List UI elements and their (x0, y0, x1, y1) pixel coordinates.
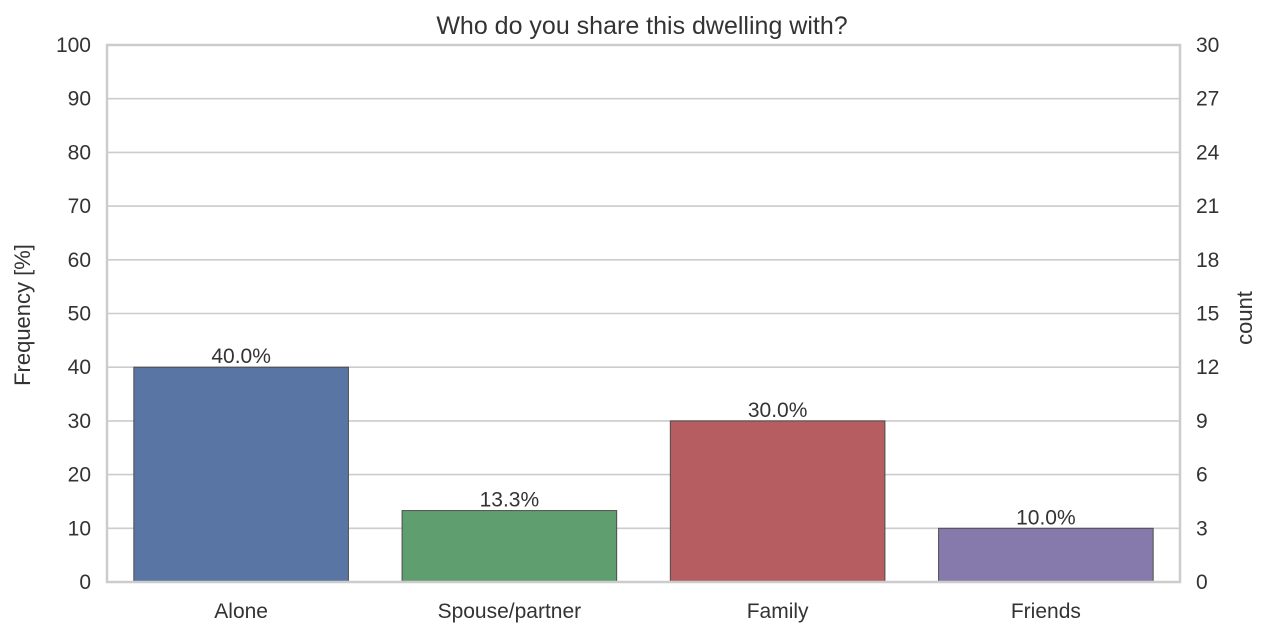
bar-value-labels: 40.0% 13.3% 30.0% 10.0% (211, 345, 1075, 529)
y-tick-label: 80 (68, 141, 91, 164)
y2-tick-label: 21 (1196, 195, 1219, 218)
x-tick-label: Alone (214, 600, 268, 623)
y-tick-label: 30 (68, 410, 91, 433)
bar-value-label: 10.0% (1016, 506, 1076, 529)
bar (401, 510, 618, 583)
plot-border (105, 43, 1182, 584)
y-tick-label: 50 (68, 303, 91, 326)
bars (133, 366, 1154, 583)
y-tick-label: 100 (56, 34, 91, 57)
y-axis-label: Frequency [%] (10, 244, 35, 386)
bar-value-label: 40.0% (211, 345, 271, 368)
x-tick-label: Friends (1011, 600, 1081, 623)
x-axis-ticks: Alone Spouse/partner Family Friends (214, 600, 1081, 623)
chart-title: Who do you share this dwelling with? (436, 12, 847, 40)
y-tick-label: 60 (68, 249, 91, 272)
bar-value-label: 30.0% (748, 399, 808, 422)
bar (133, 366, 349, 583)
y2-tick-label: 15 (1196, 303, 1219, 326)
y2-tick-label: 9 (1196, 410, 1208, 433)
y2-tick-label: 27 (1196, 88, 1219, 111)
y2-axis-label: count (1232, 291, 1257, 345)
y2-tick-label: 24 (1196, 141, 1220, 164)
bar (938, 527, 1154, 583)
x-tick-label: Spouse/partner (438, 600, 582, 623)
bar-value-label: 13.3% (480, 489, 540, 512)
y-tick-label: 40 (68, 356, 91, 379)
plot-frame (105, 43, 1182, 584)
y-axis-ticks: 0 10 20 30 40 50 60 70 80 90 100 (56, 34, 91, 594)
y2-tick-label: 0 (1196, 571, 1208, 594)
y-tick-label: 90 (68, 88, 91, 111)
y-tick-label: 10 (68, 517, 91, 540)
y2-axis-ticks: 0 3 6 9 12 15 18 21 24 27 30 (1196, 34, 1220, 594)
x-tick-label: Family (747, 600, 809, 623)
y2-tick-label: 6 (1196, 464, 1208, 487)
y2-tick-label: 12 (1196, 356, 1219, 379)
y2-tick-label: 18 (1196, 249, 1219, 272)
y-tick-label: 20 (68, 464, 91, 487)
y2-tick-label: 30 (1196, 34, 1219, 57)
y-tick-label: 70 (68, 195, 91, 218)
bar (669, 420, 886, 583)
y-tick-label: 0 (79, 571, 91, 594)
y2-tick-label: 3 (1196, 517, 1208, 540)
